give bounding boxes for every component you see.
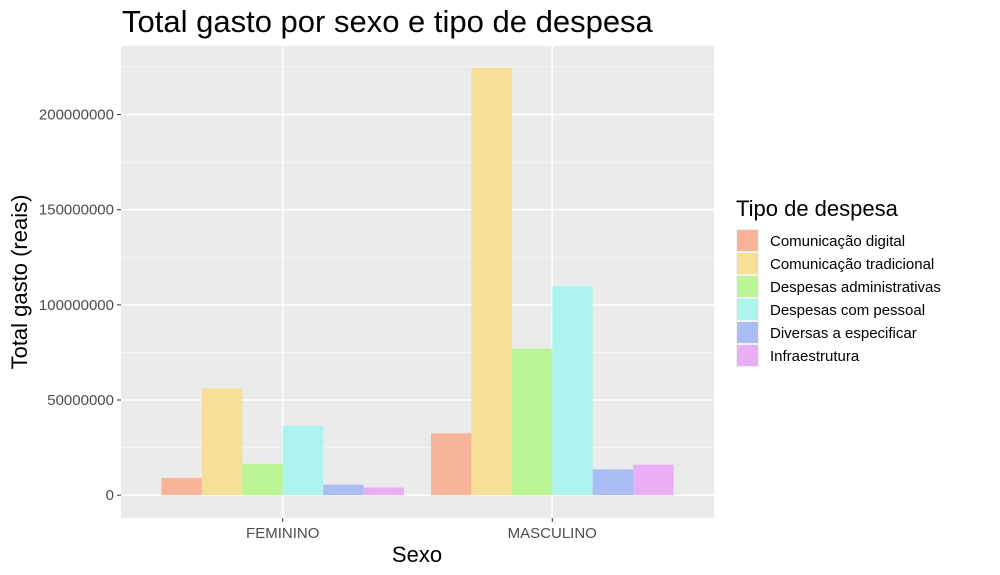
y-tick-label: 0 — [106, 487, 114, 504]
legend: Tipo de despesa Comunicação digital Comun… — [736, 196, 941, 367]
bar — [161, 478, 202, 496]
bar — [552, 285, 593, 496]
legend-swatch — [737, 276, 758, 297]
bar — [471, 67, 512, 496]
x-tick-label: FEMININO — [246, 525, 319, 542]
bar — [242, 463, 283, 496]
legend-label: Comunicação tradicional — [770, 256, 934, 273]
bar — [592, 469, 634, 496]
y-tick-label: 100000000 — [39, 297, 114, 314]
legend-swatch — [737, 253, 758, 274]
legend-label: Despesas administrativas — [770, 279, 941, 296]
bar — [633, 464, 674, 496]
bar — [430, 433, 472, 496]
x-axis-title: Sexo — [392, 542, 442, 567]
x-axis: FEMININO MASCULINO — [246, 518, 597, 542]
legend-label: Diversas a especificar — [770, 325, 917, 342]
legend-title: Tipo de despesa — [736, 196, 899, 221]
legend-swatch — [737, 230, 758, 251]
bar — [323, 484, 364, 496]
legend-label: Infraestrutura — [770, 348, 860, 365]
chart-title: Total gasto por sexo e tipo de despesa — [122, 4, 654, 39]
legend-swatch — [737, 322, 758, 343]
bar — [282, 425, 324, 496]
y-tick-label: 150000000 — [39, 202, 114, 219]
bars — [161, 67, 674, 496]
bar — [201, 388, 243, 496]
legend-swatch — [737, 299, 758, 320]
legend-label: Comunicação digital — [770, 233, 905, 250]
bar — [511, 348, 553, 496]
y-tick-label: 200000000 — [39, 107, 114, 124]
bar — [363, 487, 405, 496]
legend-label: Despesas com pessoal — [770, 302, 925, 319]
y-axis: 0 50000000 100000000 150000000 200000000 — [39, 107, 121, 504]
legend-swatch — [737, 345, 758, 366]
x-tick-label: MASCULINO — [508, 525, 597, 542]
y-tick-label: 50000000 — [47, 392, 114, 409]
y-axis-title: Total gasto (reais) — [7, 195, 32, 370]
